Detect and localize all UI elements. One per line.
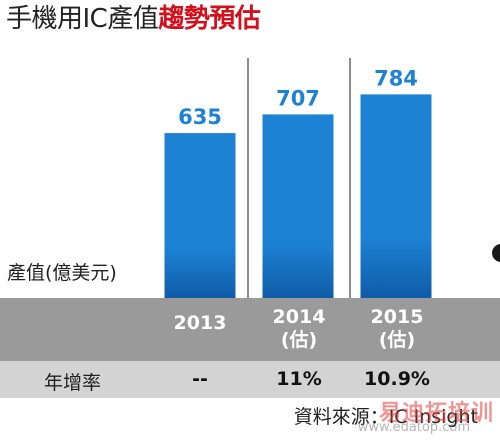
bar-2015 (360, 94, 432, 298)
title-accent: 趨勢預估 (158, 4, 261, 34)
growth-band (0, 361, 500, 398)
watermark-text: 易迪拓培训 (378, 401, 494, 426)
title-plain: 手機用IC產值 (6, 4, 159, 34)
growth-rate-2013: -- (192, 368, 208, 390)
bar-2013 (164, 133, 236, 298)
bar-chart: 635 707 784 (164, 58, 432, 299)
growth-rate-2014: 11% (276, 368, 322, 390)
unit-label: 產值(億美元) (7, 262, 117, 284)
year-text: 2014 (272, 306, 326, 328)
source-note: 資料來源：IC Insight (293, 406, 478, 428)
year-label-2013: 2013 (155, 312, 245, 335)
bar-value-label-2013: 635 (178, 105, 222, 129)
year-text: 2015 (370, 306, 424, 328)
chart-title: 手機用IC產值趨勢預估 (6, 2, 261, 36)
growth-rate-2015: 10.9% (364, 368, 430, 390)
growth-rate-label: 年增率 (44, 372, 102, 394)
bar-value-label-2014: 707 (276, 86, 320, 110)
year-label-2014: 2014 (估) (254, 306, 344, 352)
estimate-note: (估) (280, 329, 318, 351)
scroll-handle-icon[interactable] (492, 244, 500, 262)
year-label-2015: 2015 (估) (352, 306, 442, 352)
year-band (0, 298, 500, 361)
estimate-note: (估) (378, 329, 416, 351)
watermark-url: www.edatop.com (357, 420, 470, 435)
bar-value-label-2015: 784 (374, 66, 418, 90)
year-text: 2013 (173, 312, 227, 334)
bar-2014 (262, 114, 334, 299)
